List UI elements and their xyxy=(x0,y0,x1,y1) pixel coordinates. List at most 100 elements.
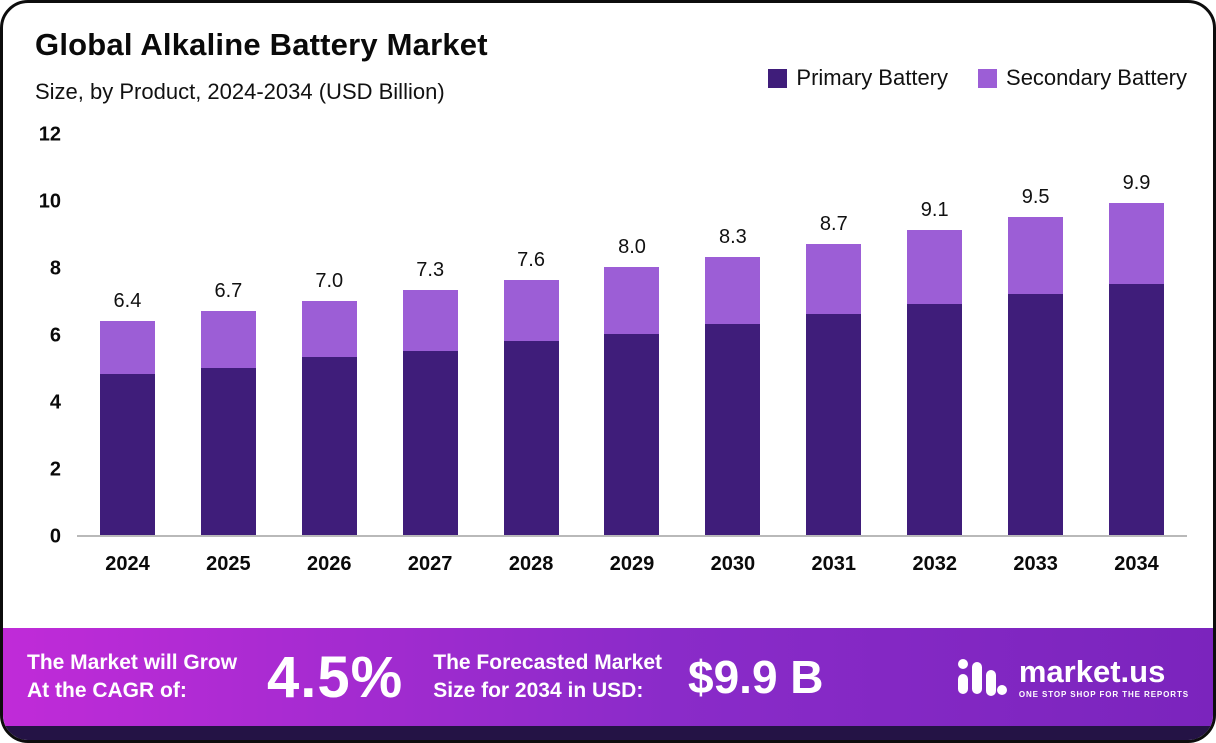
bar-group: 8.0 xyxy=(582,135,683,535)
stacked-bar xyxy=(402,290,458,535)
cagr-label-line1: The Market will Grow xyxy=(27,650,238,674)
stacked-bar xyxy=(99,320,155,535)
x-tick-label: 2032 xyxy=(912,553,957,575)
bar-value-label: 9.5 xyxy=(1021,185,1050,208)
bar-value-label: 7.0 xyxy=(315,269,344,292)
forecast-label: The Forecasted Market Size for 2034 in U… xyxy=(433,649,662,706)
x-axis-labels: 2024 2025 2026 2027 2028 2029 2030 2031 2032 2033… xyxy=(77,553,1187,586)
chart-body: 0 2 4 6 8 10 12 6.4 6.7 7.0 7.3 7.6 8.0 8.3 8.7 9.1 9.5… xyxy=(13,124,1187,586)
chart-header-left: Global Alkaline Battery Market Size, by … xyxy=(35,27,488,105)
plot-wrap: 6.4 6.7 7.0 7.3 7.6 8.0 8.3 8.7 9.1 9.5 9.9 2024 20… xyxy=(77,135,1187,586)
stacked-bar xyxy=(705,256,761,535)
bar-value-label: 9.1 xyxy=(920,199,949,222)
forecast-value: $9.9 B xyxy=(688,651,824,703)
x-tick-label: 2028 xyxy=(508,553,554,575)
x-tick-label: 2031 xyxy=(811,553,857,575)
x-tick-label: 2024 xyxy=(105,553,150,575)
legend-label: Secondary Battery xyxy=(1006,65,1187,90)
bar-value-label: 6.7 xyxy=(214,279,243,302)
x-tick-label: 2034 xyxy=(1114,553,1159,575)
marketus-logo-text: market.us ONE STOP SHOP FOR THE REPORTS xyxy=(1019,656,1189,699)
x-tick-label: 2026 xyxy=(307,553,352,575)
bar-segment-secondary xyxy=(301,300,357,358)
bar-segment-secondary xyxy=(503,280,559,341)
bar-value-label: 8.7 xyxy=(819,212,848,235)
bar-value-label: 8.3 xyxy=(718,225,747,248)
bar-group: 9.9 xyxy=(1086,135,1187,535)
bar-segment-secondary xyxy=(200,310,256,368)
bar-segment-secondary xyxy=(604,267,660,334)
stacked-bar xyxy=(1109,203,1165,535)
bar-segment-primary xyxy=(907,303,963,535)
stacked-bar xyxy=(604,267,660,535)
y-tick-label: 12 xyxy=(38,123,61,146)
cagr-label: The Market will Grow At the CAGR of: xyxy=(27,649,237,706)
x-tick-label: 2033 xyxy=(1013,553,1058,575)
bar-group: 8.3 xyxy=(682,135,783,535)
legend-swatch-icon xyxy=(768,68,788,88)
logo-tagline: ONE STOP SHOP FOR THE REPORTS xyxy=(1018,689,1189,699)
legend-swatch-icon xyxy=(978,68,998,88)
y-tick-label: 6 xyxy=(49,324,61,347)
cagr-label-line2: At the CAGR of: xyxy=(27,679,187,702)
bar-group: 9.5 xyxy=(985,135,1086,535)
logo-name: market.us xyxy=(1018,653,1166,689)
bar-group: 7.0 xyxy=(279,135,380,535)
bar-group: 9.1 xyxy=(884,135,985,535)
cagr-banner: The Market will Grow At the CAGR of: 4.5… xyxy=(3,628,1213,726)
bar-segment-secondary xyxy=(99,320,155,375)
x-tick-label: 2027 xyxy=(407,553,453,575)
page-title: Global Alkaline Battery Market xyxy=(35,27,488,62)
bar-group: 7.3 xyxy=(380,135,481,535)
legend-label: Primary Battery xyxy=(796,65,949,90)
bar-segment-primary xyxy=(301,357,357,535)
bar-segment-primary xyxy=(402,350,458,535)
chart-section: Global Alkaline Battery Market Size, by … xyxy=(3,3,1213,628)
footer-strip xyxy=(3,726,1213,740)
stacked-bar xyxy=(301,300,357,535)
stacked-bar xyxy=(200,310,256,535)
bar-segment-primary xyxy=(503,340,559,535)
bar-group: 6.7 xyxy=(178,135,279,535)
bar-segment-secondary xyxy=(705,256,761,324)
bar-value-label: 6.4 xyxy=(113,289,142,312)
y-axis: 0 2 4 6 8 10 12 xyxy=(13,124,77,548)
bar-value-label: 7.6 xyxy=(517,249,545,272)
bar-segment-secondary xyxy=(1109,203,1165,284)
y-tick-label: 2 xyxy=(49,458,61,481)
bar-value-label: 8.0 xyxy=(618,236,646,258)
stacked-bar xyxy=(806,243,862,535)
bar-segment-primary xyxy=(1109,283,1165,535)
forecast-label-line1: The Forecasted Market xyxy=(433,650,662,674)
bar-segment-secondary xyxy=(1008,216,1064,294)
y-tick-label: 0 xyxy=(49,525,61,548)
legend: Primary Battery Secondary Battery xyxy=(768,65,1187,91)
bar-segment-primary xyxy=(604,334,660,535)
chart-header: Global Alkaline Battery Market Size, by … xyxy=(13,27,1187,105)
marketus-logo: market.us ONE STOP SHOP FOR THE REPORTS xyxy=(955,654,1189,701)
bar-segment-secondary xyxy=(402,290,458,351)
x-tick-label: 2025 xyxy=(206,553,251,575)
bar-segment-primary xyxy=(200,367,256,535)
legend-item-primary: Primary Battery xyxy=(768,65,948,91)
y-tick-label: 8 xyxy=(49,257,61,280)
y-tick-label: 10 xyxy=(38,190,61,213)
bar-segment-primary xyxy=(1008,293,1064,535)
bar-group: 8.7 xyxy=(783,135,884,535)
stacked-bar xyxy=(1008,216,1064,535)
y-tick-label: 4 xyxy=(49,391,61,414)
chart-subtitle: Size, by Product, 2024-2034 (USD Billion… xyxy=(35,79,445,104)
bar-value-label: 9.9 xyxy=(1122,172,1151,195)
bar-group: 7.6 xyxy=(481,135,582,535)
x-tick-label: 2030 xyxy=(710,553,756,575)
x-tick-label: 2029 xyxy=(609,553,655,575)
bar-group: 6.4 xyxy=(77,135,178,535)
bar-segment-secondary xyxy=(907,230,963,304)
cagr-value: 4.5% xyxy=(267,644,404,710)
forecast-label-line2: Size for 2034 in USD: xyxy=(433,679,644,702)
bar-segment-primary xyxy=(705,323,761,535)
bar-segment-primary xyxy=(99,374,155,535)
marketus-logo-icon xyxy=(955,654,1009,701)
bar-segment-secondary xyxy=(806,243,862,314)
